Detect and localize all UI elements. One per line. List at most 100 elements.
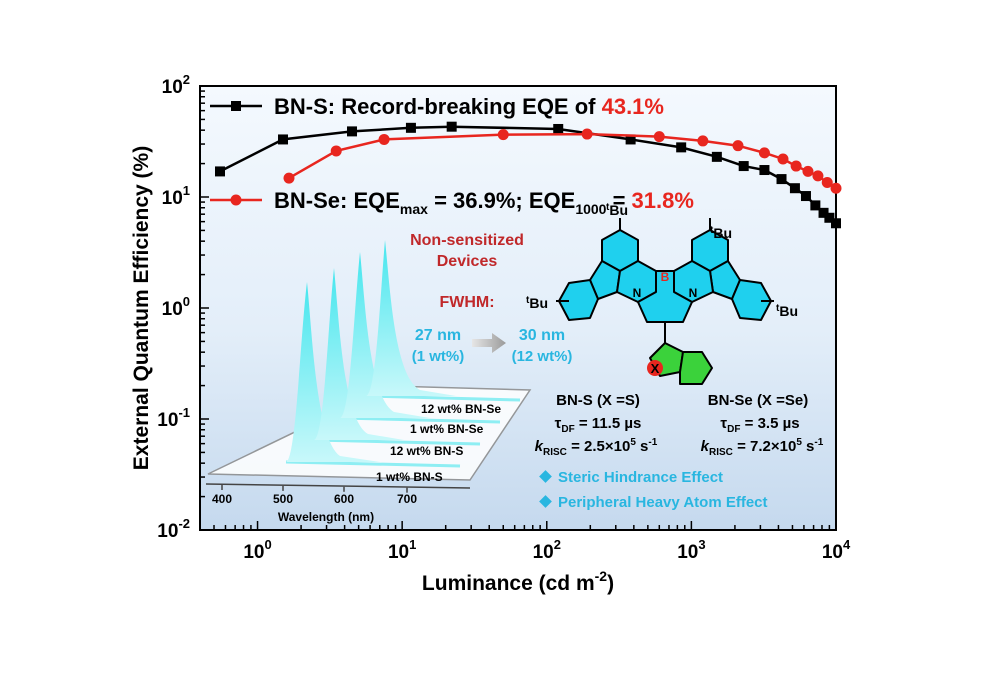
outer-benzene-right — [731, 279, 772, 321]
fwhm-from: 27 nm — [415, 327, 461, 344]
data-point-bns — [738, 161, 749, 172]
tbu-left: tBu — [526, 295, 548, 311]
inset-tick-label: 500 — [273, 492, 293, 506]
bns-tau: τDF = 11.5 µs — [555, 415, 642, 435]
x-tick-label: 101 — [388, 537, 416, 563]
y-tick-label: 101 — [162, 183, 190, 209]
heteroatom-label: X — [651, 361, 660, 376]
device-type-line2: Devices — [437, 253, 498, 270]
y-axis-label: External Quantum Efficiency (%) — [130, 146, 153, 470]
tbu-right: tBu — [776, 303, 798, 319]
data-point-bnse — [697, 135, 709, 147]
fwhm-to: 30 nm — [519, 327, 565, 344]
spectrum-label-4: 1 wt% BN-S — [376, 470, 443, 484]
y-tick-labels: 102 101 100 10-1 10-2 — [157, 72, 190, 542]
device-type-line1: Non-sensitized — [410, 232, 524, 249]
series-layer — [215, 121, 842, 229]
y-tick-label: 100 — [162, 294, 190, 320]
inset-baseline-3 — [339, 416, 501, 424]
bnse-head: BN-Se (X =Se) — [708, 392, 808, 409]
data-point-bns — [625, 134, 636, 145]
fwhm-from-sub: (1 wt%) — [412, 348, 465, 365]
data-point-bnse — [581, 128, 593, 140]
legend-marker-bnse — [230, 194, 242, 206]
data-point-bns — [800, 191, 811, 202]
y-tick-label: 10-1 — [157, 405, 190, 431]
nitrogen-label-left: N — [633, 286, 642, 300]
data-point-bns — [711, 151, 722, 162]
inset-baseline-1 — [285, 460, 461, 468]
spectrum-peak-1 — [286, 282, 380, 462]
data-point-bns — [215, 166, 226, 177]
data-point-bns — [824, 212, 835, 223]
y-tick-label: 102 — [162, 72, 190, 98]
data-point-bns — [810, 200, 821, 211]
data-point-bnse — [790, 160, 802, 172]
data-point-bnse — [830, 182, 842, 194]
data-point-bnse — [812, 170, 824, 182]
fwhm-arrow — [472, 333, 506, 353]
bns-krisc: kRISC = 2.5×105 s-1 — [535, 437, 658, 458]
bnse-tau: τDF = 3.5 µs — [720, 415, 799, 435]
legend-text-bns: BN-S: Record-breaking EQE of 43.1% — [274, 94, 664, 119]
inset-tick-label: 400 — [212, 492, 232, 506]
inset-x-axis — [205, 483, 471, 489]
effect-item-1: Steric Hindrance Effect — [558, 469, 723, 486]
data-point-bns — [446, 121, 457, 132]
inset-wavelength-label: Wavelength (nm) — [278, 510, 374, 524]
data-point-bns — [789, 183, 800, 194]
spectrum-label-1: 12 wt% BN-Se — [421, 402, 501, 416]
fwhm-label: FWHM: — [439, 294, 494, 311]
data-point-bnse — [821, 177, 833, 189]
x-tick-label: 100 — [243, 537, 271, 563]
legend-marker-bns — [231, 101, 241, 111]
inset-tick-label: 600 — [334, 492, 354, 506]
data-point-bns — [405, 122, 416, 133]
y-tick-label: 10-2 — [157, 516, 190, 542]
x-tick-label: 103 — [677, 537, 705, 563]
spectra-inset: 400 500 600 700 Wavelength (nm) 12 wt% BN-S… — [205, 240, 532, 524]
plot-frame — [199, 85, 837, 531]
x-tick-label: 102 — [533, 537, 561, 563]
data-point-bns — [776, 174, 787, 185]
bns-head: BN-S (X =S) — [556, 392, 640, 409]
data-point-bnse — [802, 165, 814, 177]
data-point-bnse — [732, 140, 744, 152]
x-tick-labels: 100 101 102 103 104 — [243, 537, 851, 563]
inset-tick-label: 700 — [397, 492, 417, 506]
inset-wavelength-ticks: 400 500 600 700 — [212, 485, 417, 506]
data-point-bnse — [653, 131, 665, 143]
data-point-bnse — [378, 133, 390, 145]
data-point-bns — [347, 126, 358, 137]
legend: BN-S: Record-breaking EQE of 43.1% BN-Se… — [210, 94, 694, 217]
pyrrole-left — [589, 260, 621, 300]
outer-benzene-left — [558, 279, 599, 321]
central-benzene — [637, 270, 693, 323]
data-point-bnse — [330, 145, 342, 157]
heteroatom-marker — [647, 360, 663, 376]
spectrum-peak-2 — [314, 268, 404, 440]
x-axis-label: Luminance (cd m-2) — [422, 568, 614, 595]
data-point-bns — [818, 207, 829, 218]
hetero-benzene — [679, 351, 713, 385]
boron-label: B — [661, 270, 670, 284]
data-point-bns — [759, 165, 770, 176]
x-tick-label: 104 — [822, 537, 851, 563]
tbu-top-right: tBu — [710, 225, 732, 241]
data-point-bns — [278, 134, 289, 145]
molecule-structure — [556, 218, 774, 385]
spectrum-label-2: 1 wt% BN-Se — [410, 422, 484, 436]
bnse-krisc: kRISC = 7.2×105 s-1 — [701, 437, 824, 458]
pyrrole-right — [709, 260, 741, 300]
data-point-bnse — [283, 172, 295, 184]
nitrogen-label-right: N — [689, 286, 698, 300]
spectrum-peak-4 — [366, 240, 456, 396]
data-point-bns — [831, 218, 841, 229]
effect-item-2: Peripheral Heavy Atom Effect — [558, 494, 768, 511]
data-point-bnse — [777, 153, 789, 165]
inset-baseline-4 — [365, 394, 521, 402]
legend-text-bnse: BN-Se: EQEmax = 36.9%; EQE1000 = 31.8% — [274, 188, 694, 217]
data-point-bnse — [758, 147, 770, 159]
spectrum-peak-3 — [340, 252, 430, 418]
